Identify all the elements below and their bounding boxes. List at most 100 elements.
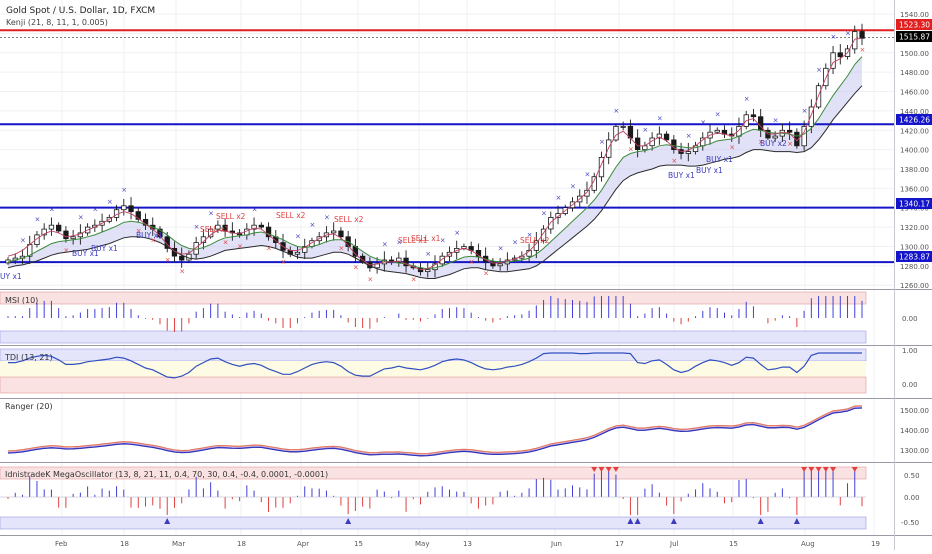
candle-down[interactable] bbox=[663, 133, 670, 141]
candle-down[interactable] bbox=[490, 261, 496, 267]
candle-up[interactable] bbox=[302, 246, 308, 253]
buy-marker: × bbox=[295, 233, 301, 241]
price-tick-4: 1460.00 bbox=[900, 89, 929, 97]
candle-up[interactable] bbox=[70, 236, 76, 240]
sell-marker: × bbox=[266, 244, 272, 252]
candle-down[interactable] bbox=[859, 31, 865, 39]
signal-buy-4: BUY x1 bbox=[668, 171, 695, 180]
candle-up[interactable] bbox=[497, 263, 503, 267]
candle-up[interactable] bbox=[330, 230, 337, 234]
candle-up[interactable] bbox=[714, 129, 720, 133]
candle-down[interactable] bbox=[63, 230, 69, 240]
ranger-tick-1300: 1300.00 bbox=[900, 447, 929, 455]
candle-up[interactable] bbox=[439, 255, 445, 265]
candle-up[interactable] bbox=[649, 137, 655, 147]
candle-down[interactable] bbox=[403, 257, 409, 267]
candle-up[interactable] bbox=[251, 224, 257, 230]
candle-up[interactable] bbox=[548, 216, 554, 230]
mega-buy-arrow bbox=[627, 518, 634, 524]
candle-down[interactable] bbox=[56, 224, 62, 232]
tdi-lower-zone bbox=[0, 376, 867, 394]
sell-marker: × bbox=[223, 239, 229, 247]
candle-up[interactable] bbox=[620, 126, 626, 128]
mega-lower-zone bbox=[0, 516, 867, 530]
tdi-mid-zone bbox=[0, 361, 866, 377]
buy-marker: × bbox=[324, 213, 330, 221]
signal-sell-3: SELL x2 bbox=[276, 211, 306, 220]
candle-up[interactable] bbox=[425, 269, 431, 273]
price-tags: 1523.30 1515.87 1426.26 1340.17 1283.87 bbox=[896, 19, 932, 262]
msi-pane[interactable] bbox=[7, 296, 863, 332]
pane-backgrounds bbox=[0, 291, 867, 530]
candle-up[interactable] bbox=[584, 189, 590, 197]
candle-up[interactable] bbox=[121, 205, 127, 211]
candle-down[interactable] bbox=[265, 226, 272, 238]
mega-sell-arrow bbox=[808, 467, 815, 472]
buy-marker: × bbox=[744, 95, 750, 103]
price-tick-0: 1540.00 bbox=[900, 11, 929, 19]
candle-up[interactable] bbox=[294, 251, 301, 255]
signal-sell-5: SELL x1 bbox=[398, 236, 428, 245]
candle-up[interactable] bbox=[41, 228, 47, 236]
candle-down[interactable] bbox=[787, 129, 793, 133]
time-label-apr: Apr bbox=[297, 540, 309, 548]
ranger-tick-1400: 1400.00 bbox=[900, 427, 929, 435]
candle-down[interactable] bbox=[179, 255, 185, 261]
symbol-title: Gold Spot / U.S. Dollar, 1D, FXCM bbox=[6, 6, 155, 16]
price-tick-13: 1280.00 bbox=[900, 263, 929, 271]
candle-down[interactable] bbox=[671, 139, 677, 150]
mega-axis: 0.50 0.00 -0.50 bbox=[901, 472, 920, 527]
tag-level3-bg bbox=[896, 251, 932, 262]
candle-down[interactable] bbox=[837, 52, 843, 58]
mega-sell-arrow bbox=[815, 467, 822, 472]
mega-oscillator-pane[interactable] bbox=[0, 467, 866, 524]
candle-up[interactable] bbox=[772, 135, 778, 139]
buy-marker: × bbox=[831, 33, 837, 41]
candle-up[interactable] bbox=[685, 151, 691, 154]
candle-up[interactable] bbox=[642, 145, 648, 151]
candle-down[interactable] bbox=[157, 228, 163, 238]
candle-up[interactable] bbox=[808, 106, 814, 127]
sell-marker: × bbox=[338, 244, 344, 252]
sell-marker: × bbox=[729, 144, 735, 152]
candle-up[interactable] bbox=[215, 224, 221, 230]
candle-down[interactable] bbox=[750, 114, 757, 118]
buy-marker: × bbox=[78, 213, 84, 221]
mega-sell-arrow bbox=[801, 467, 808, 472]
candle-up[interactable] bbox=[555, 213, 561, 218]
candle-up[interactable] bbox=[540, 228, 547, 242]
tag-resistance-bg bbox=[896, 19, 932, 30]
signal-sell-7: SELL x2 bbox=[520, 236, 550, 245]
sell-marker: × bbox=[165, 256, 171, 264]
signal-buy-2: BUY x1 bbox=[91, 244, 118, 253]
tag-level2-bg bbox=[896, 198, 932, 209]
candle-up[interactable] bbox=[613, 126, 619, 141]
price-axis[interactable]: 1540.001520.001500.001480.001460.001440.… bbox=[900, 11, 929, 290]
sell-marker: × bbox=[671, 157, 677, 165]
price-pane[interactable]: × × × × × × × × × × × × × × × × × × × × × × × × × × × × × × × × × × × × × × × ×… bbox=[0, 23, 894, 284]
time-label-apr-15: 15 bbox=[354, 540, 363, 548]
price-tick-12: 1300.00 bbox=[900, 243, 929, 251]
ranger-line-2 bbox=[7, 407, 863, 456]
candle-up[interactable] bbox=[830, 52, 836, 69]
candle-down[interactable] bbox=[258, 224, 265, 228]
candle-up[interactable] bbox=[48, 224, 55, 230]
indicator-title: Kenji (21, 8, 11, 1, 0.005) bbox=[6, 18, 108, 27]
candle-up[interactable] bbox=[801, 126, 807, 147]
candle-down[interactable] bbox=[135, 211, 141, 220]
candle-down[interactable] bbox=[128, 205, 134, 213]
candle-down[interactable] bbox=[338, 230, 344, 238]
candle-up[interactable] bbox=[598, 156, 605, 178]
candle-up[interactable] bbox=[656, 133, 662, 139]
ranger-pane[interactable] bbox=[7, 405, 863, 457]
signal-sell-2: SELL x2 bbox=[216, 212, 246, 221]
signal-markers: × × × × × × × × × × × × × × × × × × × × × × × × × × × × × × × × × × × × × × × ×… bbox=[20, 29, 865, 283]
tdi-pane[interactable] bbox=[8, 352, 862, 379]
candle-up[interactable] bbox=[34, 234, 40, 245]
time-axis[interactable]: Feb 18 Mar 18 Apr 15 May 13 Jun 17 Jul 1… bbox=[55, 540, 880, 548]
buy-marker: × bbox=[657, 115, 663, 123]
candle-up[interactable] bbox=[396, 257, 402, 263]
